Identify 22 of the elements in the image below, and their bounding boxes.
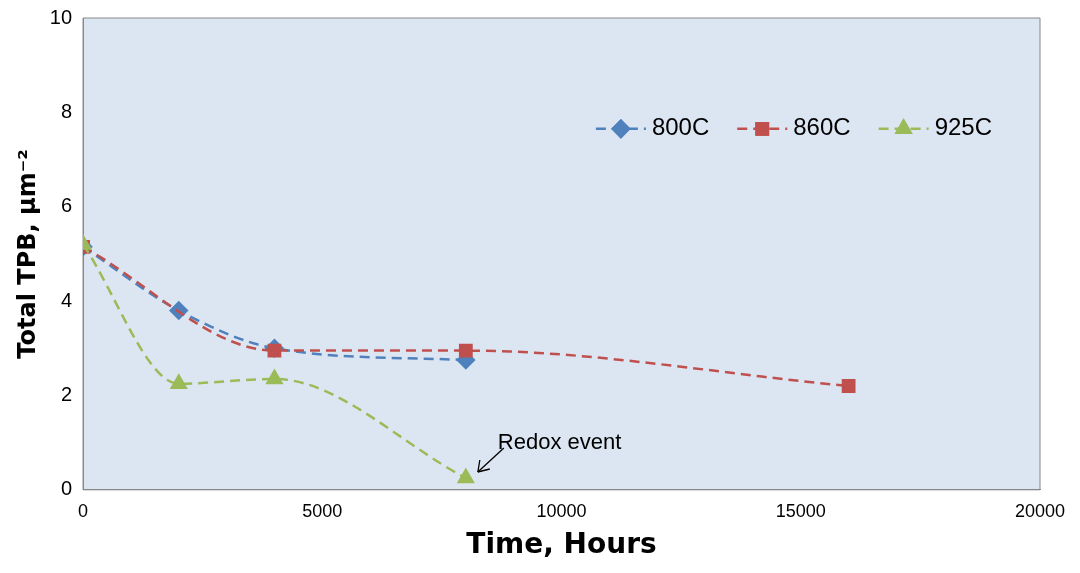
- x-tick-label: 5000: [302, 500, 343, 521]
- y-tick-label: 6: [60, 194, 73, 217]
- x-tick-label: 15000: [775, 500, 826, 521]
- point: [458, 343, 473, 358]
- point: [170, 374, 187, 389]
- y-tick-label: 8: [60, 99, 73, 122]
- legend-label: 800C: [651, 113, 710, 141]
- legend-label: 925C: [934, 113, 992, 141]
- y-tick-label: 4: [60, 288, 73, 311]
- x-tick-label: 10000: [536, 500, 587, 521]
- annotation: Redox event: [497, 429, 622, 455]
- y-tick-label: 2: [60, 382, 73, 405]
- legend-label: 860C: [793, 113, 851, 141]
- x-axis-title: Time, Hours: [466, 527, 657, 561]
- point: [457, 468, 475, 484]
- x-tick-label: 0: [78, 500, 89, 521]
- point: [841, 379, 856, 393]
- x-tick-label: 20000: [1014, 500, 1066, 521]
- y-tick-label: 10: [49, 5, 73, 28]
- y-axis-title: Total TPB, µm⁻²: [12, 149, 41, 359]
- y-tick-label: 0: [60, 477, 73, 500]
- point: [266, 369, 283, 385]
